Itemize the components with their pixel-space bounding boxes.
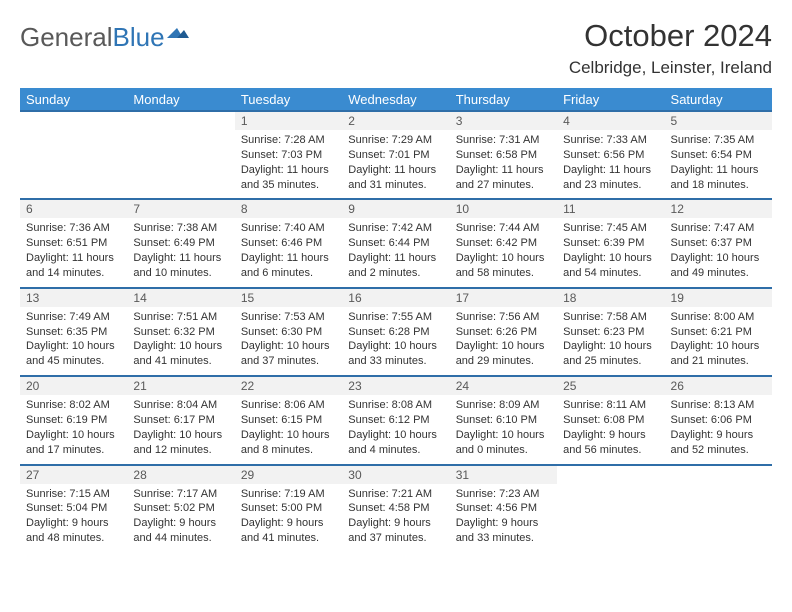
content-row: Sunrise: 7:28 AMSunset: 7:03 PMDaylight:… (20, 130, 772, 199)
day-header: Monday (127, 89, 234, 112)
day-number: 1 (235, 111, 342, 130)
day-cell: Sunrise: 7:42 AMSunset: 6:44 PMDaylight:… (342, 218, 449, 287)
daynum-row: 13141516171819 (20, 288, 772, 307)
day-cell: Sunrise: 7:36 AMSunset: 6:51 PMDaylight:… (20, 218, 127, 287)
day-header: Saturday (665, 89, 772, 112)
day-number: 20 (20, 376, 127, 395)
day-number: 4 (557, 111, 664, 130)
calendar-table: Sunday Monday Tuesday Wednesday Thursday… (20, 88, 772, 552)
day-cell: Sunrise: 8:02 AMSunset: 6:19 PMDaylight:… (20, 395, 127, 464)
day-header: Thursday (450, 89, 557, 112)
day-number: 21 (127, 376, 234, 395)
day-number: 22 (235, 376, 342, 395)
day-number: 29 (235, 465, 342, 484)
page-header: GeneralBlue October 2024 Celbridge, Lein… (20, 18, 772, 78)
day-number: 31 (450, 465, 557, 484)
day-cell: Sunrise: 8:11 AMSunset: 6:08 PMDaylight:… (557, 395, 664, 464)
day-cell: Sunrise: 7:23 AMSunset: 4:56 PMDaylight:… (450, 484, 557, 552)
day-header: Sunday (20, 89, 127, 112)
day-number: 13 (20, 288, 127, 307)
day-cell (665, 484, 772, 552)
day-number: 10 (450, 199, 557, 218)
day-header-row: Sunday Monday Tuesday Wednesday Thursday… (20, 89, 772, 112)
day-number: 9 (342, 199, 449, 218)
location-text: Celbridge, Leinster, Ireland (569, 58, 772, 78)
day-number: 8 (235, 199, 342, 218)
day-number: 3 (450, 111, 557, 130)
day-cell: Sunrise: 7:45 AMSunset: 6:39 PMDaylight:… (557, 218, 664, 287)
day-cell: Sunrise: 7:28 AMSunset: 7:03 PMDaylight:… (235, 130, 342, 199)
day-number: 12 (665, 199, 772, 218)
day-header: Wednesday (342, 89, 449, 112)
day-cell: Sunrise: 7:53 AMSunset: 6:30 PMDaylight:… (235, 307, 342, 376)
day-cell: Sunrise: 8:13 AMSunset: 6:06 PMDaylight:… (665, 395, 772, 464)
day-cell: Sunrise: 7:58 AMSunset: 6:23 PMDaylight:… (557, 307, 664, 376)
day-cell: Sunrise: 7:29 AMSunset: 7:01 PMDaylight:… (342, 130, 449, 199)
daynum-row: 2728293031 (20, 465, 772, 484)
day-number: 24 (450, 376, 557, 395)
flag-icon (167, 24, 189, 47)
content-row: Sunrise: 8:02 AMSunset: 6:19 PMDaylight:… (20, 395, 772, 464)
day-cell: Sunrise: 8:08 AMSunset: 6:12 PMDaylight:… (342, 395, 449, 464)
day-cell: Sunrise: 7:40 AMSunset: 6:46 PMDaylight:… (235, 218, 342, 287)
daynum-row: 12345 (20, 111, 772, 130)
day-number: 27 (20, 465, 127, 484)
day-cell (557, 484, 664, 552)
day-cell: Sunrise: 7:56 AMSunset: 6:26 PMDaylight:… (450, 307, 557, 376)
day-cell: Sunrise: 7:31 AMSunset: 6:58 PMDaylight:… (450, 130, 557, 199)
content-row: Sunrise: 7:36 AMSunset: 6:51 PMDaylight:… (20, 218, 772, 287)
day-number: 25 (557, 376, 664, 395)
day-cell: Sunrise: 7:47 AMSunset: 6:37 PMDaylight:… (665, 218, 772, 287)
day-number: 16 (342, 288, 449, 307)
logo-text-blue: Blue (113, 22, 165, 53)
day-number: 17 (450, 288, 557, 307)
logo: GeneralBlue (20, 22, 189, 53)
day-cell: Sunrise: 7:17 AMSunset: 5:02 PMDaylight:… (127, 484, 234, 552)
day-number (20, 111, 127, 130)
day-cell: Sunrise: 8:06 AMSunset: 6:15 PMDaylight:… (235, 395, 342, 464)
day-number: 30 (342, 465, 449, 484)
day-number: 11 (557, 199, 664, 218)
day-header: Friday (557, 89, 664, 112)
day-number: 23 (342, 376, 449, 395)
day-cell: Sunrise: 7:21 AMSunset: 4:58 PMDaylight:… (342, 484, 449, 552)
day-cell (127, 130, 234, 199)
calendar-page: GeneralBlue October 2024 Celbridge, Lein… (0, 0, 792, 564)
day-number: 15 (235, 288, 342, 307)
day-number: 6 (20, 199, 127, 218)
daynum-row: 20212223242526 (20, 376, 772, 395)
day-number: 26 (665, 376, 772, 395)
day-number: 19 (665, 288, 772, 307)
day-number: 14 (127, 288, 234, 307)
day-cell: Sunrise: 8:00 AMSunset: 6:21 PMDaylight:… (665, 307, 772, 376)
day-number: 28 (127, 465, 234, 484)
day-cell: Sunrise: 7:44 AMSunset: 6:42 PMDaylight:… (450, 218, 557, 287)
day-cell: Sunrise: 8:04 AMSunset: 6:17 PMDaylight:… (127, 395, 234, 464)
daynum-row: 6789101112 (20, 199, 772, 218)
day-cell: Sunrise: 7:38 AMSunset: 6:49 PMDaylight:… (127, 218, 234, 287)
day-number: 18 (557, 288, 664, 307)
day-number (127, 111, 234, 130)
day-header: Tuesday (235, 89, 342, 112)
day-cell: Sunrise: 7:55 AMSunset: 6:28 PMDaylight:… (342, 307, 449, 376)
calendar-body: 12345Sunrise: 7:28 AMSunset: 7:03 PMDayl… (20, 111, 772, 552)
day-number: 5 (665, 111, 772, 130)
day-cell: Sunrise: 8:09 AMSunset: 6:10 PMDaylight:… (450, 395, 557, 464)
logo-text-general: General (20, 22, 113, 53)
day-cell: Sunrise: 7:19 AMSunset: 5:00 PMDaylight:… (235, 484, 342, 552)
day-cell: Sunrise: 7:33 AMSunset: 6:56 PMDaylight:… (557, 130, 664, 199)
day-number (557, 465, 664, 484)
day-cell: Sunrise: 7:15 AMSunset: 5:04 PMDaylight:… (20, 484, 127, 552)
day-cell: Sunrise: 7:51 AMSunset: 6:32 PMDaylight:… (127, 307, 234, 376)
title-block: October 2024 Celbridge, Leinster, Irelan… (569, 18, 772, 78)
day-number: 2 (342, 111, 449, 130)
day-number: 7 (127, 199, 234, 218)
content-row: Sunrise: 7:15 AMSunset: 5:04 PMDaylight:… (20, 484, 772, 552)
day-cell: Sunrise: 7:49 AMSunset: 6:35 PMDaylight:… (20, 307, 127, 376)
day-cell (20, 130, 127, 199)
day-number (665, 465, 772, 484)
day-cell: Sunrise: 7:35 AMSunset: 6:54 PMDaylight:… (665, 130, 772, 199)
content-row: Sunrise: 7:49 AMSunset: 6:35 PMDaylight:… (20, 307, 772, 376)
month-title: October 2024 (569, 18, 772, 54)
